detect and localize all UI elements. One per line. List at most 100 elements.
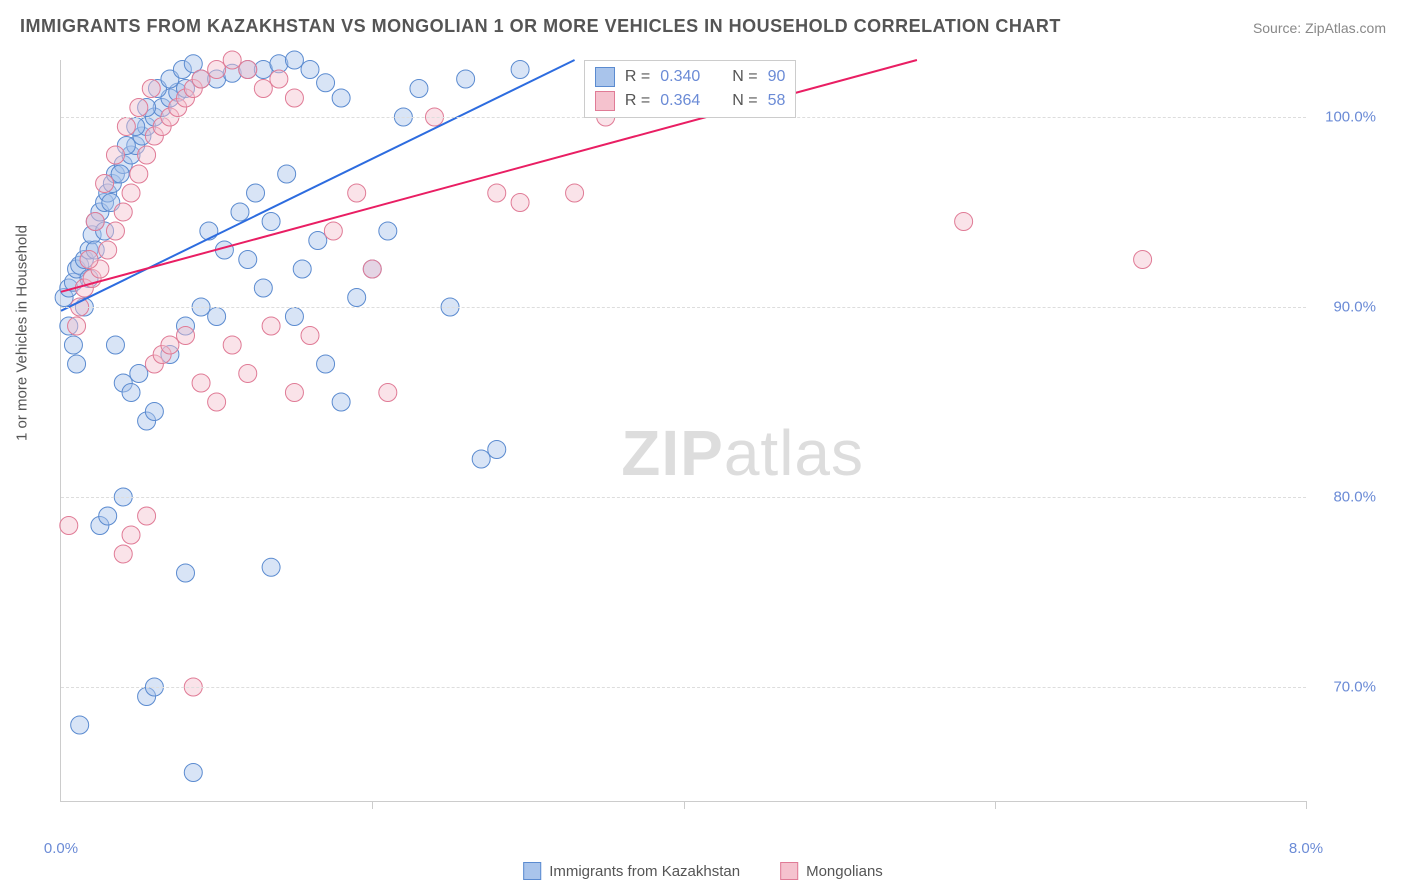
scatter-point xyxy=(208,393,226,411)
scatter-point xyxy=(348,184,366,202)
scatter-point xyxy=(130,365,148,383)
plot-svg xyxy=(61,60,1306,801)
scatter-point xyxy=(324,222,342,240)
chart-container: 1 or more Vehicles in Household ZIPatlas… xyxy=(40,50,1386,832)
legend-swatch-2 xyxy=(780,862,798,880)
scatter-point xyxy=(247,184,265,202)
scatter-point xyxy=(106,146,124,164)
scatter-point xyxy=(86,213,104,231)
scatter-point xyxy=(145,403,163,421)
scatter-point xyxy=(285,384,303,402)
scatter-point xyxy=(285,51,303,69)
y-tick-label: 90.0% xyxy=(1333,299,1376,316)
scatter-point xyxy=(117,118,135,136)
scatter-point xyxy=(332,89,350,107)
scatter-point xyxy=(262,558,280,576)
scatter-point xyxy=(317,74,335,92)
scatter-point xyxy=(278,165,296,183)
stats-n-label-1: N = xyxy=(732,68,757,86)
chart-title: IMMIGRANTS FROM KAZAKHSTAN VS MONGOLIAN … xyxy=(20,16,1061,37)
legend-swatch-1 xyxy=(523,862,541,880)
scatter-point xyxy=(122,184,140,202)
stats-row-2: R = 0.364 N = 58 xyxy=(595,89,786,113)
x-tick-label: 0.0% xyxy=(44,840,78,857)
scatter-point xyxy=(142,80,160,98)
stats-r-value-1: 0.340 xyxy=(660,68,700,86)
scatter-point xyxy=(239,61,257,79)
scatter-point xyxy=(1134,251,1152,269)
scatter-point xyxy=(223,336,241,354)
scatter-point xyxy=(301,61,319,79)
stats-swatch-2 xyxy=(595,91,615,111)
stats-r-label-2: R = xyxy=(625,92,650,110)
scatter-point xyxy=(293,260,311,278)
legend-label-2: Mongolians xyxy=(806,863,883,880)
legend-label-1: Immigrants from Kazakhstan xyxy=(549,863,740,880)
scatter-point xyxy=(309,232,327,250)
scatter-point xyxy=(60,517,78,535)
scatter-point xyxy=(223,51,241,69)
scatter-point xyxy=(457,70,475,88)
scatter-point xyxy=(71,716,89,734)
scatter-point xyxy=(488,184,506,202)
scatter-point xyxy=(138,507,156,525)
scatter-point xyxy=(208,61,226,79)
scatter-point xyxy=(254,279,272,297)
scatter-point xyxy=(64,336,82,354)
scatter-point xyxy=(200,222,218,240)
y-tick-label: 80.0% xyxy=(1333,489,1376,506)
scatter-point xyxy=(138,146,156,164)
stats-n-label-2: N = xyxy=(732,92,757,110)
scatter-point xyxy=(270,70,288,88)
scatter-point xyxy=(566,184,584,202)
scatter-point xyxy=(68,355,86,373)
legend-item-1: Immigrants from Kazakhstan xyxy=(523,862,740,880)
stats-swatch-1 xyxy=(595,67,615,87)
scatter-point xyxy=(332,393,350,411)
scatter-point xyxy=(99,507,117,525)
scatter-point xyxy=(99,241,117,259)
scatter-point xyxy=(177,564,195,582)
scatter-point xyxy=(114,203,132,221)
scatter-point xyxy=(177,327,195,345)
scatter-point xyxy=(122,384,140,402)
scatter-point xyxy=(239,365,257,383)
stats-legend-box: R = 0.340 N = 90 R = 0.364 N = 58 xyxy=(584,60,797,118)
scatter-point xyxy=(111,165,129,183)
scatter-point xyxy=(130,165,148,183)
stats-n-value-1: 90 xyxy=(768,68,786,86)
scatter-point xyxy=(208,308,226,326)
scatter-point xyxy=(114,545,132,563)
stats-row-1: R = 0.340 N = 90 xyxy=(595,65,786,89)
y-tick-label: 100.0% xyxy=(1325,109,1376,126)
scatter-point xyxy=(161,336,179,354)
scatter-point xyxy=(192,374,210,392)
stats-n-value-2: 58 xyxy=(768,92,786,110)
scatter-point xyxy=(410,80,428,98)
scatter-point xyxy=(379,384,397,402)
y-tick-label: 70.0% xyxy=(1333,679,1376,696)
scatter-point xyxy=(363,260,381,278)
scatter-point xyxy=(317,355,335,373)
scatter-point xyxy=(955,213,973,231)
scatter-point xyxy=(262,317,280,335)
stats-r-label-1: R = xyxy=(625,68,650,86)
scatter-point xyxy=(231,203,249,221)
y-axis-label: 1 or more Vehicles in Household xyxy=(14,225,31,441)
scatter-point xyxy=(192,70,210,88)
scatter-point xyxy=(511,194,529,212)
scatter-point xyxy=(239,251,257,269)
plot-area: ZIPatlas R = 0.340 N = 90 R = 0.364 N = … xyxy=(60,60,1306,802)
source-label: Source: ZipAtlas.com xyxy=(1253,20,1386,36)
scatter-point xyxy=(254,80,272,98)
scatter-point xyxy=(301,327,319,345)
scatter-point xyxy=(184,764,202,782)
scatter-point xyxy=(106,222,124,240)
scatter-point xyxy=(472,450,490,468)
scatter-point xyxy=(348,289,366,307)
scatter-point xyxy=(80,251,98,269)
scatter-point xyxy=(262,213,280,231)
scatter-point xyxy=(68,317,86,335)
scatter-point xyxy=(106,336,124,354)
scatter-point xyxy=(511,61,529,79)
